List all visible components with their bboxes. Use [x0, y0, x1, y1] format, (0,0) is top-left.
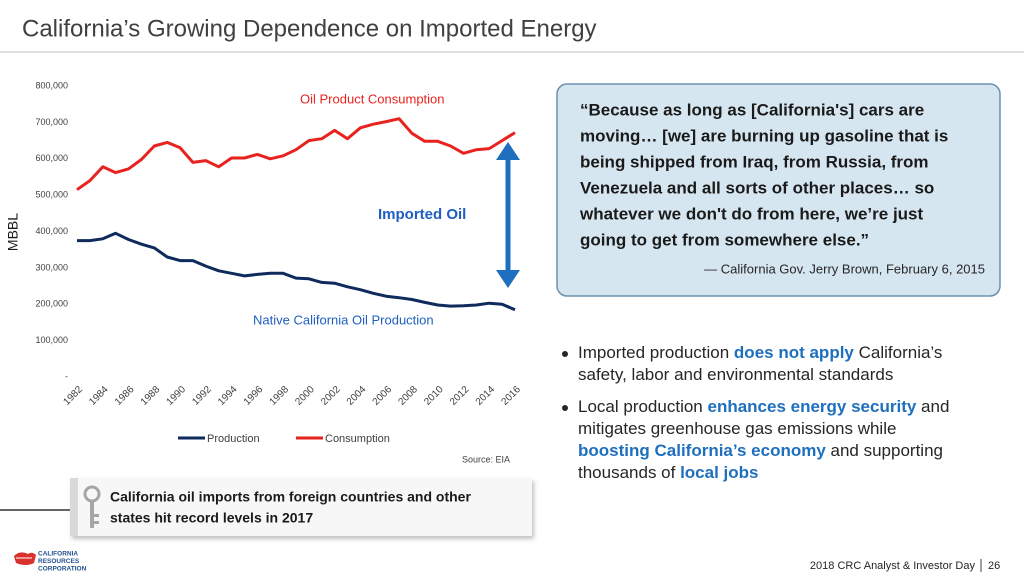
bullet-text: and supporting: [826, 441, 943, 460]
y-tick-label: 400,000: [35, 226, 68, 236]
x-tick-label: 2012: [448, 384, 472, 408]
highlight-text: local jobs: [680, 463, 758, 482]
x-tick-label: 1988: [139, 384, 163, 408]
bullet-text: safety, labor and environmental standard…: [578, 365, 893, 384]
bullet-line: thousands of local jobs: [578, 463, 759, 482]
quote-line: going to get from somewhere else.”: [580, 230, 869, 249]
bullet-text: Local production: [578, 397, 707, 416]
bullet-line: Local production enhances energy securit…: [578, 397, 949, 416]
x-tick-label: 1990: [165, 384, 189, 408]
bullet-text: Imported production: [578, 343, 734, 362]
y-tick-label: 100,000: [35, 335, 68, 345]
x-tick-label: 1986: [113, 384, 137, 408]
y-tick-label: 600,000: [35, 153, 68, 163]
x-tick-label: 2010: [422, 384, 446, 408]
logo-mark: [14, 552, 36, 565]
bullet-line: mitigates greenhouse gas emissions while: [578, 419, 896, 438]
series-line: [76, 117, 516, 191]
x-tick-label: 2006: [371, 384, 395, 408]
bullet-line: Imported production does not apply Calif…: [578, 343, 942, 362]
x-tick-label: 1996: [242, 384, 266, 408]
bullet-text: thousands of: [578, 463, 680, 482]
quote-line: moving… [we] are burning up gasoline tha…: [580, 126, 948, 145]
x-tick-label: 2014: [474, 384, 498, 408]
annotation: Imported Oil: [378, 206, 466, 223]
annotation: Oil Product Consumption: [300, 91, 445, 106]
quote-line: “Because as long as [California's] cars …: [580, 100, 924, 119]
footer-text: 2018 CRC Analyst & Investor Day: [810, 560, 976, 572]
y-tick-label: 300,000: [35, 262, 68, 272]
quote-line: whatever we don't do from here, we’re ju…: [579, 204, 924, 223]
x-tick-label: 2016: [499, 384, 523, 408]
y-tick-label: 700,000: [35, 117, 68, 127]
x-tick-label: 1984: [87, 384, 111, 408]
highlight-text: enhances energy security: [707, 397, 916, 416]
x-tick-label: 2008: [396, 384, 420, 408]
x-tick-label: 1994: [216, 384, 240, 408]
legend-label: Production: [207, 433, 260, 445]
y-tick-label: 800,000: [35, 80, 68, 90]
y-tick-label: 200,000: [35, 299, 68, 309]
imported-arrow: [496, 142, 520, 288]
quote-box: [556, 83, 1001, 297]
callout-box: [70, 478, 532, 536]
x-tick-label: 1992: [190, 384, 214, 408]
quote-line: Venezuela and all sorts of other places……: [580, 178, 934, 197]
y-tick-label: 500,000: [35, 190, 68, 200]
bullet-text: California’s: [854, 343, 943, 362]
highlight-text: does not apply: [734, 343, 855, 362]
arrow-head: [496, 270, 520, 288]
y-tick-label: -: [65, 371, 68, 381]
bullet-text: mitigates greenhouse gas emissions while: [578, 419, 896, 438]
quote-line: being shipped from Iraq, from Russia, fr…: [580, 152, 929, 171]
y-axis-label: MBBL: [5, 213, 21, 251]
x-tick-label: 2004: [345, 384, 369, 408]
x-tick-label: 1998: [268, 384, 292, 408]
bullet-line: boosting California’s economy and suppor…: [578, 441, 943, 460]
bullet-dot: [562, 351, 568, 357]
x-tick-label: 2002: [319, 384, 343, 408]
quote-attribution: — California Gov. Jerry Brown, February …: [704, 261, 985, 276]
arrow-head: [496, 142, 520, 160]
bullet-dot: [562, 405, 568, 411]
callout-line: states hit record levels in 2017: [110, 510, 313, 526]
series-line: [77, 231, 516, 312]
logo-text: RESOURCES: [38, 558, 80, 565]
x-tick-label: 2000: [293, 384, 317, 408]
annotation: Native California Oil Production: [253, 312, 434, 327]
highlight-text: boosting California’s economy: [578, 441, 826, 460]
key-icon: [83, 485, 101, 528]
callout-bar: [70, 478, 78, 536]
page-number: 26: [988, 560, 1000, 572]
source-note: Source: EIA: [462, 454, 510, 464]
slide-title: California’s Growing Dependence on Impor…: [22, 15, 597, 42]
logo-text: CORPORATION: [38, 566, 87, 573]
bullet-text: and: [916, 397, 949, 416]
callout-line: California oil imports from foreign coun…: [110, 489, 471, 505]
legend-label: Consumption: [325, 433, 390, 445]
logo-text: CALIFORNIA: [38, 551, 78, 558]
x-tick-label: 1982: [61, 384, 85, 408]
bullet-line: safety, labor and environmental standard…: [578, 365, 893, 384]
